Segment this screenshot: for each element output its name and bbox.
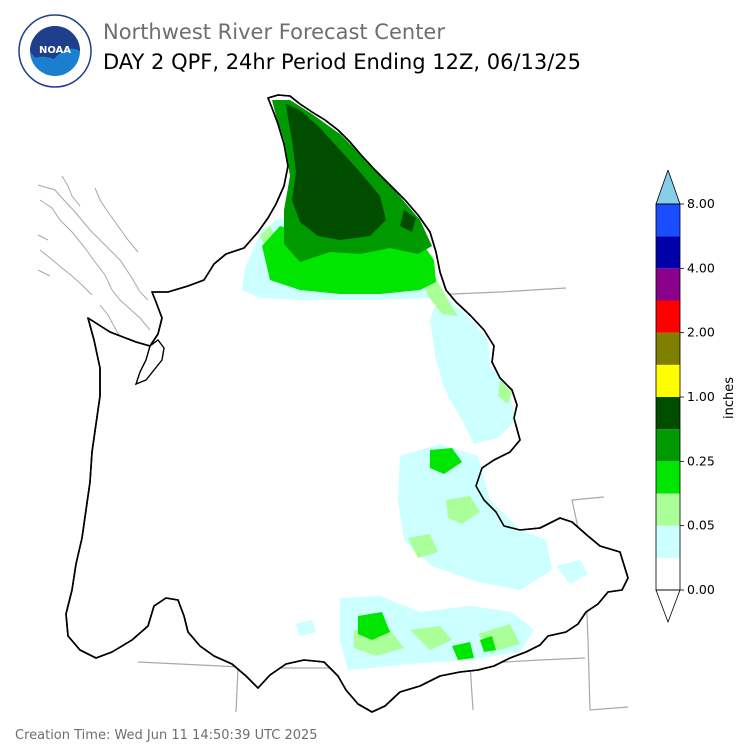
colorbar-unit-label: inches xyxy=(722,377,737,419)
colorbar-bin xyxy=(656,429,680,462)
noaa-logo-icon: NOAA xyxy=(18,14,92,88)
colorbar-ticks: 0.00 0.05 0.25 1.00 2.00 4.00 8.00 xyxy=(680,196,715,597)
precip-colorbar: 0.00 0.05 0.25 1.00 2.00 4.00 8.00 inches xyxy=(655,170,737,624)
noaa-logo-text: NOAA xyxy=(39,45,71,56)
product-title: DAY 2 QPF, 24hr Period Ending 12Z, 06/13… xyxy=(103,50,582,74)
colorbar-over-triangle xyxy=(655,170,681,205)
puget-sound xyxy=(134,339,165,386)
colorbar-tick-label: 8.00 xyxy=(687,196,715,211)
colorbar-bin xyxy=(656,461,680,494)
colorbar-tick-label: 4.00 xyxy=(687,260,715,275)
colorbar-tick-label: 0.00 xyxy=(687,582,715,597)
colorbar-bins xyxy=(656,204,680,590)
colorbar-bin xyxy=(656,525,680,558)
colorbar-bin xyxy=(656,332,680,365)
colorbar-tick-label: 0.05 xyxy=(687,518,715,533)
colorbar-bin xyxy=(656,493,680,526)
colorbar-bin xyxy=(656,300,680,333)
colorbar-tick-label: 0.25 xyxy=(687,453,715,468)
bc-coastline xyxy=(37,175,151,341)
colorbar-bin xyxy=(656,397,680,430)
colorbar-bin xyxy=(656,236,680,269)
basin-boundary-outline xyxy=(65,94,629,713)
colorbar-bin xyxy=(656,364,680,397)
creation-time: Creation Time: Wed Jun 11 14:50:39 UTC 2… xyxy=(15,728,318,743)
colorbar-tick-label: 1.00 xyxy=(687,389,715,404)
org-title: Northwest River Forecast Center xyxy=(103,20,445,44)
colorbar-bin xyxy=(656,557,680,590)
colorbar-bin xyxy=(656,204,680,237)
colorbar-under-triangle xyxy=(655,589,681,624)
qpf-dark-green-areas xyxy=(286,104,416,240)
colorbar-bin xyxy=(656,268,680,301)
qpf-pale-green-areas xyxy=(260,226,520,656)
colorbar-tick-label: 2.00 xyxy=(687,325,715,340)
